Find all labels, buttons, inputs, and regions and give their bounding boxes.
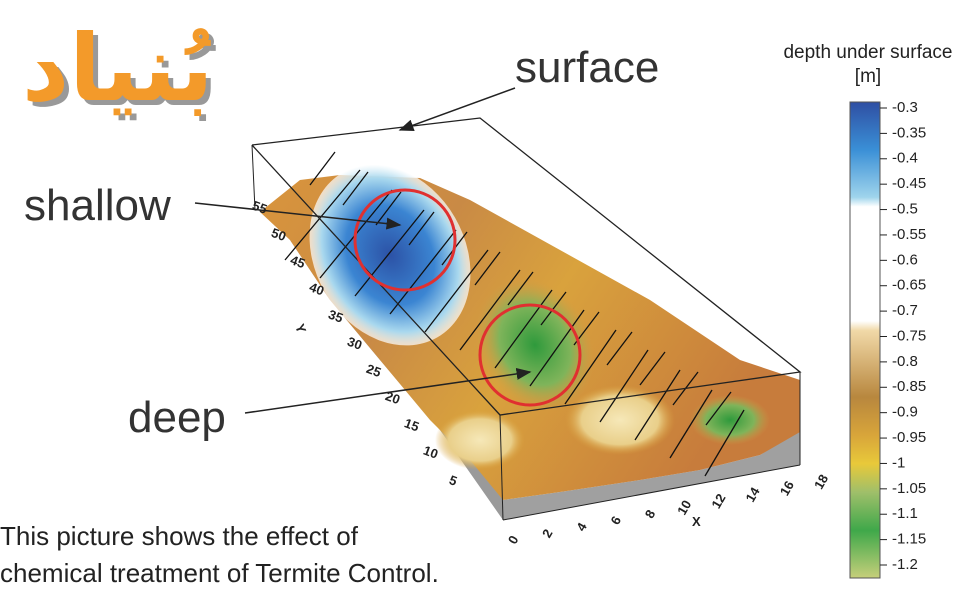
circle-shallow xyxy=(353,188,457,292)
hatch-line xyxy=(634,369,681,441)
tick-label: -0.95 xyxy=(892,429,926,446)
tick-label: -0.35 xyxy=(892,124,926,141)
arrow xyxy=(398,87,516,132)
logo-shadow: بُنياد xyxy=(27,20,218,127)
label-shallow: shallow xyxy=(24,181,171,230)
tick-label: -0.55 xyxy=(892,226,926,243)
hatch-line xyxy=(564,329,617,405)
tan-area xyxy=(565,385,675,455)
y-tick-label: 55 xyxy=(250,198,269,217)
tick-label: -1.15 xyxy=(892,531,926,548)
box-edge xyxy=(502,464,801,521)
tick-label: -0.5 xyxy=(892,201,918,218)
tick-label: -0.45 xyxy=(892,175,926,192)
x-tick-label: 12 xyxy=(708,491,728,511)
hatch-line xyxy=(599,349,649,423)
label-deep: deep xyxy=(128,393,226,442)
circle-deep xyxy=(478,303,582,407)
y-axis-label: Y xyxy=(292,322,309,336)
hatch-line xyxy=(529,309,585,387)
tick-label: -0.85 xyxy=(892,378,926,395)
hatching xyxy=(284,151,745,477)
arrow xyxy=(194,202,402,230)
x-tick-label: 2 xyxy=(539,526,556,540)
tick-label: -0.9 xyxy=(892,404,918,421)
label-surface: surface xyxy=(515,43,659,92)
hatch-line xyxy=(606,331,633,366)
tick-label: -0.7 xyxy=(892,302,918,319)
y-tick-label: 25 xyxy=(364,361,383,380)
hatch-line xyxy=(424,249,489,333)
tick-label: -0.4 xyxy=(892,150,918,167)
hatch-line xyxy=(389,229,457,315)
hatch-line xyxy=(354,209,425,297)
y-tick-label: 50 xyxy=(269,225,288,244)
caption: This picture shows the effect of xyxy=(0,521,359,551)
colorbar-ticks: -0.3 -0.35 -0.4 -0.45 -0.5 -0.55 -0.6 -0.65 -0.7… xyxy=(880,99,926,573)
colorbar-title: depth under surface xyxy=(783,42,952,63)
box-edge xyxy=(251,144,256,211)
x-tick-label: 14 xyxy=(743,484,764,505)
hatch-line xyxy=(704,409,745,477)
tick-label: -0.8 xyxy=(892,353,918,370)
tick-label: -1.2 xyxy=(892,556,918,573)
y-tick-label: 30 xyxy=(345,334,364,353)
hatch-line xyxy=(705,391,732,426)
x-tick-label: 16 xyxy=(777,478,797,498)
y-tick-label: 40 xyxy=(307,279,326,298)
x-tick-label: 18 xyxy=(811,472,831,492)
hatch-line xyxy=(284,169,361,261)
hatch-line xyxy=(342,171,369,206)
hatch-line xyxy=(494,289,553,369)
x-tick-label: 10 xyxy=(674,498,694,518)
hatch-line xyxy=(540,291,567,326)
hatch-line xyxy=(408,211,435,246)
front-wall xyxy=(503,430,800,520)
x-axis-label: X xyxy=(692,514,701,529)
y-tick-label: 45 xyxy=(288,252,307,271)
arrow xyxy=(244,367,532,414)
logo: بُنياد xyxy=(22,15,213,122)
hatch-line xyxy=(309,151,336,186)
y-tick-label: 15 xyxy=(402,415,421,434)
y-tick-label: 10 xyxy=(421,443,440,462)
hatch-line xyxy=(459,269,521,351)
shallow-area xyxy=(309,164,471,346)
y-tick-label: 5 xyxy=(447,472,459,489)
y-tick-label: 35 xyxy=(326,307,345,326)
tan-area xyxy=(435,410,525,470)
colorbar xyxy=(849,101,881,579)
x-tick-label: 6 xyxy=(607,514,624,528)
box-edge xyxy=(499,414,504,521)
colorbar-title: [m] xyxy=(855,66,881,87)
green-area xyxy=(690,395,770,445)
tick-label: -0.6 xyxy=(892,251,918,268)
hatch-line xyxy=(669,389,713,459)
hatch-line xyxy=(639,351,666,386)
caption: chemical treatment of Termite Control. xyxy=(0,558,439,588)
tick-label: -1.1 xyxy=(892,505,918,522)
hatch-line xyxy=(375,191,402,226)
x-tick-label: 4 xyxy=(573,519,590,533)
tick-label: -0.75 xyxy=(892,327,926,344)
tick-label: -0.3 xyxy=(892,99,918,116)
hatch-line xyxy=(507,271,534,306)
hatch-line xyxy=(474,251,501,286)
tick-label: -0.65 xyxy=(892,277,926,294)
tick-label: -1 xyxy=(892,454,905,471)
x-tick-label: 0 xyxy=(505,533,522,547)
x-tick-label: 8 xyxy=(642,507,659,521)
tick-label: -1.05 xyxy=(892,480,926,497)
